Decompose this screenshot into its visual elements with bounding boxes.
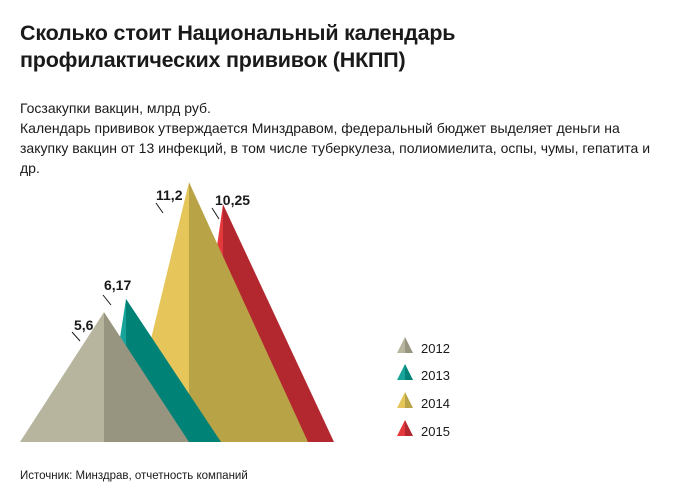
value-leader-2014	[155, 202, 164, 214]
value-leader-2013	[102, 294, 112, 306]
legend-swatch-2012-left	[397, 337, 405, 353]
legend-item-2014: 2014	[397, 392, 450, 411]
legend-label-2012: 2012	[421, 341, 450, 356]
legend-item-2013: 2013	[397, 364, 450, 383]
chart-subtitle: Госзакупки вакцин, млрд руб.	[20, 100, 211, 116]
value-label-2014: 11,2	[156, 187, 183, 203]
legend-label-2013: 2013	[421, 368, 450, 383]
chart-source: Источник: Минздрав, отчетность компаний	[20, 470, 248, 482]
chart-description: Календарь прививок утверждается Минздрав…	[20, 120, 651, 176]
legend-item-2015: 2015	[397, 420, 450, 439]
legend-swatch-2013-left	[397, 364, 405, 380]
value-label-2012: 5,6	[74, 317, 94, 333]
legend-swatch-2015-right	[405, 420, 413, 436]
legend-swatch-2013-right	[405, 364, 413, 380]
legend-swatch-2014-left	[397, 392, 405, 408]
legend-item-2012: 2012	[397, 337, 450, 356]
pyramid-2012-right-face	[104, 312, 189, 442]
chart-title: Сколько стоит Национальный календарь про…	[20, 21, 456, 72]
legend-swatch-2014-right	[405, 392, 413, 408]
pyramid-2012-left-face	[20, 312, 104, 442]
pyramids-group: 5,6 6,17 11,2 10,25	[20, 182, 334, 442]
pyramid-2014-right-face	[189, 182, 308, 442]
value-label-2015: 10,25	[215, 192, 250, 208]
legend: 2012 2013 2014 2015	[397, 337, 450, 439]
legend-swatch-2012-right	[405, 337, 413, 353]
value-labels: 5,6 6,17 11,2 10,25	[71, 187, 250, 342]
value-label-2013: 6,17	[104, 277, 131, 293]
legend-swatch-2015-left	[397, 420, 405, 436]
legend-label-2015: 2015	[421, 424, 450, 439]
legend-label-2014: 2014	[421, 396, 450, 411]
value-leader-2012	[71, 331, 81, 342]
pyramid-2012	[20, 312, 189, 442]
value-leader-2015	[211, 207, 220, 220]
